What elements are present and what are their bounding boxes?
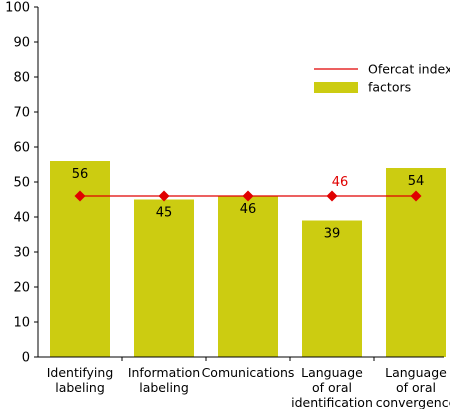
y-tick-label: 100 [5, 1, 30, 16]
x-category-label: Information labeling [128, 365, 200, 395]
bar-value-label: 46 [240, 202, 257, 217]
y-tick-label: 0 [22, 351, 30, 366]
y-tick-label: 70 [13, 106, 30, 121]
legend-factors-swatch [314, 82, 358, 93]
index-point-5 [410, 190, 422, 202]
y-tick-label: 90 [13, 36, 30, 51]
index-point-3 [242, 190, 254, 202]
y-tick-label: 50 [13, 176, 30, 191]
index-value-label: 46 [332, 175, 349, 190]
x-category-label: Language of oral identification [291, 365, 373, 409]
bar-2 [134, 199, 194, 357]
x-category-label: Language of oral convergence [376, 365, 450, 409]
bar-1 [50, 161, 110, 357]
index-point-4 [326, 190, 338, 202]
bar-3 [218, 196, 278, 357]
y-tick-label: 80 [13, 71, 30, 86]
bar-value-label: 45 [156, 206, 173, 221]
y-tick-label: 60 [13, 141, 30, 156]
bar-value-label: 39 [324, 227, 341, 242]
bar-4 [302, 220, 362, 357]
index-point-1 [74, 190, 86, 202]
bar-value-label: 56 [72, 167, 89, 182]
legend-factors-label: factors [368, 80, 411, 95]
y-tick-label: 30 [13, 246, 30, 261]
x-category-label: Comunications [202, 365, 295, 380]
bar-value-label: 54 [408, 174, 425, 189]
y-tick-label: 20 [13, 281, 30, 296]
legend-index-label: Ofercat index [368, 62, 450, 77]
y-tick-label: 40 [13, 211, 30, 226]
x-category-label: Identifying labeling [47, 365, 114, 395]
index-point-2 [158, 190, 170, 202]
y-tick-label: 10 [13, 316, 30, 331]
